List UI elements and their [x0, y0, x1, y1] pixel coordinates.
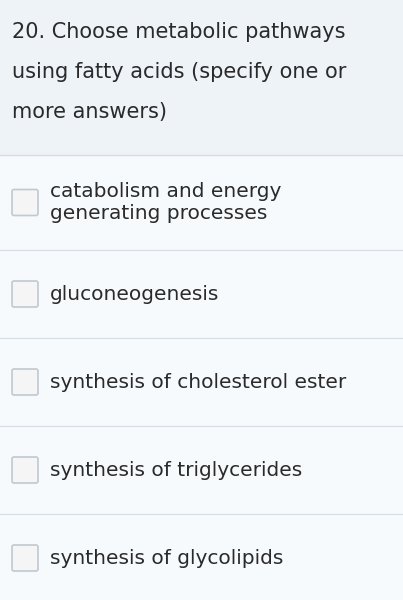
Text: synthesis of triglycerides: synthesis of triglycerides [50, 461, 302, 479]
FancyBboxPatch shape [12, 281, 38, 307]
FancyBboxPatch shape [12, 190, 38, 215]
Circle shape [150, 75, 403, 405]
Bar [0, 0, 403, 155]
Text: more answers): more answers) [12, 102, 167, 122]
Text: synthesis of glycolipids: synthesis of glycolipids [50, 548, 283, 568]
Bar [0, 338, 403, 426]
Text: synthesis of cholesterol ester: synthesis of cholesterol ester [50, 373, 346, 391]
FancyBboxPatch shape [12, 457, 38, 483]
Bar [0, 155, 403, 250]
Bar [0, 250, 403, 338]
Text: 20. Choose metabolic pathways: 20. Choose metabolic pathways [12, 22, 345, 42]
Text: using fatty acids (specify one or: using fatty acids (specify one or [12, 62, 346, 82]
FancyBboxPatch shape [12, 545, 38, 571]
Text: generating processes: generating processes [50, 204, 267, 223]
Bar [0, 514, 403, 600]
Bar [0, 426, 403, 514]
Text: catabolism and energy: catabolism and energy [50, 182, 281, 201]
Text: gluconeogenesis: gluconeogenesis [50, 284, 219, 304]
FancyBboxPatch shape [12, 369, 38, 395]
